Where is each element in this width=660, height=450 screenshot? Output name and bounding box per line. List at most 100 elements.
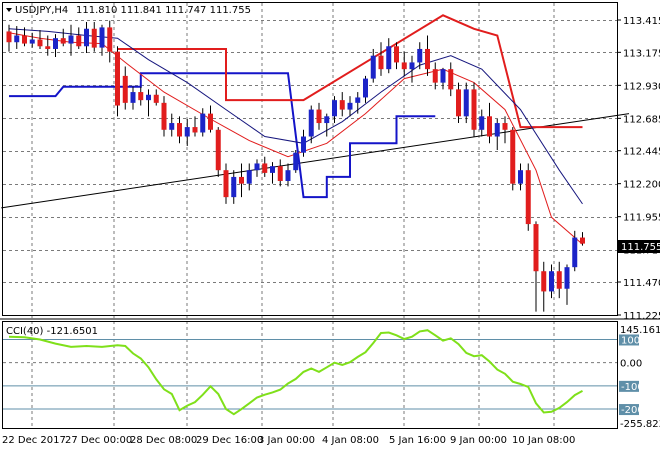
candle	[463, 82, 469, 124]
candle-body	[107, 27, 113, 52]
candle-body	[37, 39, 43, 47]
cci-tick-label: -200	[621, 405, 644, 416]
candle	[37, 30, 43, 49]
candle	[324, 113, 330, 137]
candle	[130, 86, 136, 110]
candle	[549, 264, 554, 299]
candle-body	[479, 116, 485, 130]
candle-body	[223, 170, 229, 198]
cci-header: CCI(40) -121.6501	[6, 326, 98, 337]
price-tick-label: 112.200	[623, 180, 660, 191]
candle-body	[246, 170, 252, 184]
candle	[456, 82, 461, 124]
candle-body	[525, 170, 531, 225]
candle	[556, 261, 562, 299]
candle-body	[556, 271, 562, 289]
candle-body	[564, 267, 570, 289]
candle	[254, 159, 260, 177]
cci-tick-label: 100	[621, 335, 640, 346]
candle-body	[533, 224, 539, 272]
candle-body	[432, 69, 438, 83]
candle-body	[370, 55, 376, 79]
candle	[518, 163, 523, 191]
candle-body	[29, 39, 35, 44]
candle-body	[339, 100, 345, 110]
time-tick-label: 22 Dec 2017	[2, 435, 66, 446]
candle	[277, 159, 283, 187]
header: USDJPY,H4 111.810 111.841 111.747 111.75…	[6, 5, 251, 16]
candle	[417, 42, 423, 70]
candle	[355, 92, 361, 114]
candle	[301, 129, 306, 157]
candle	[262, 156, 268, 177]
candle-body	[293, 152, 299, 171]
candle-body	[6, 31, 12, 43]
price-tick-label: 113.415	[623, 16, 660, 27]
candle	[107, 20, 113, 63]
candle-body	[541, 271, 547, 292]
candle	[14, 26, 20, 49]
candle-body	[184, 127, 190, 137]
candle	[231, 170, 237, 204]
candle-body	[270, 166, 275, 173]
candle	[471, 82, 477, 137]
candle-body	[549, 271, 554, 292]
candle	[192, 116, 198, 137]
candle	[184, 119, 190, 146]
candle	[6, 24, 12, 52]
candle-body	[84, 28, 89, 47]
candle	[84, 22, 89, 54]
candle-body	[401, 62, 407, 70]
current-price-tag: 111.755	[618, 240, 660, 253]
candle-body	[316, 109, 322, 124]
candle	[29, 32, 35, 48]
candle-body	[494, 123, 500, 137]
candle	[45, 35, 51, 56]
candle	[53, 34, 58, 58]
candle-body	[324, 116, 330, 124]
candle-body	[471, 89, 477, 130]
candle-body	[502, 123, 508, 130]
candle-body	[448, 69, 454, 90]
candle	[68, 24, 74, 56]
candle-body	[580, 237, 585, 244]
candle-body	[487, 116, 492, 137]
candle-body	[99, 27, 105, 48]
candle	[316, 102, 322, 130]
candle-body	[254, 163, 260, 171]
candle	[239, 163, 244, 198]
candle-body	[60, 38, 66, 44]
candle	[363, 75, 368, 103]
dropdown-triangle-icon[interactable]	[6, 8, 12, 12]
time-tick-label: 29 Dec 16:00	[196, 435, 263, 446]
candle-body	[301, 136, 306, 153]
candle	[533, 221, 539, 312]
candle-body	[378, 55, 384, 70]
price-tick-label: 111.225	[623, 311, 660, 322]
candle	[339, 92, 345, 117]
candle	[386, 38, 392, 74]
candle-body	[169, 123, 175, 130]
candle	[161, 96, 167, 137]
candle	[347, 96, 353, 117]
candle-body	[285, 170, 291, 181]
candle	[200, 108, 206, 137]
cci-level-box	[619, 334, 639, 346]
candle	[76, 27, 82, 49]
fast-moving-average	[8, 32, 583, 245]
candle-body	[239, 176, 244, 184]
time-tick-label: 27 Dec 00:00	[65, 435, 132, 446]
candle	[169, 113, 175, 137]
candle-body	[14, 35, 20, 43]
candle-body	[122, 75, 128, 103]
cci-tick-label: 145.1615	[620, 325, 660, 336]
cci-axis: 145.1615100 0.00 -100 -200 -255.8239	[619, 325, 660, 430]
price-tick-label: 113.175	[623, 48, 660, 59]
candle-body	[409, 62, 415, 70]
candle	[440, 67, 446, 90]
trendline	[1, 113, 630, 209]
candle	[541, 261, 547, 312]
support-stop-line	[9, 72, 436, 199]
